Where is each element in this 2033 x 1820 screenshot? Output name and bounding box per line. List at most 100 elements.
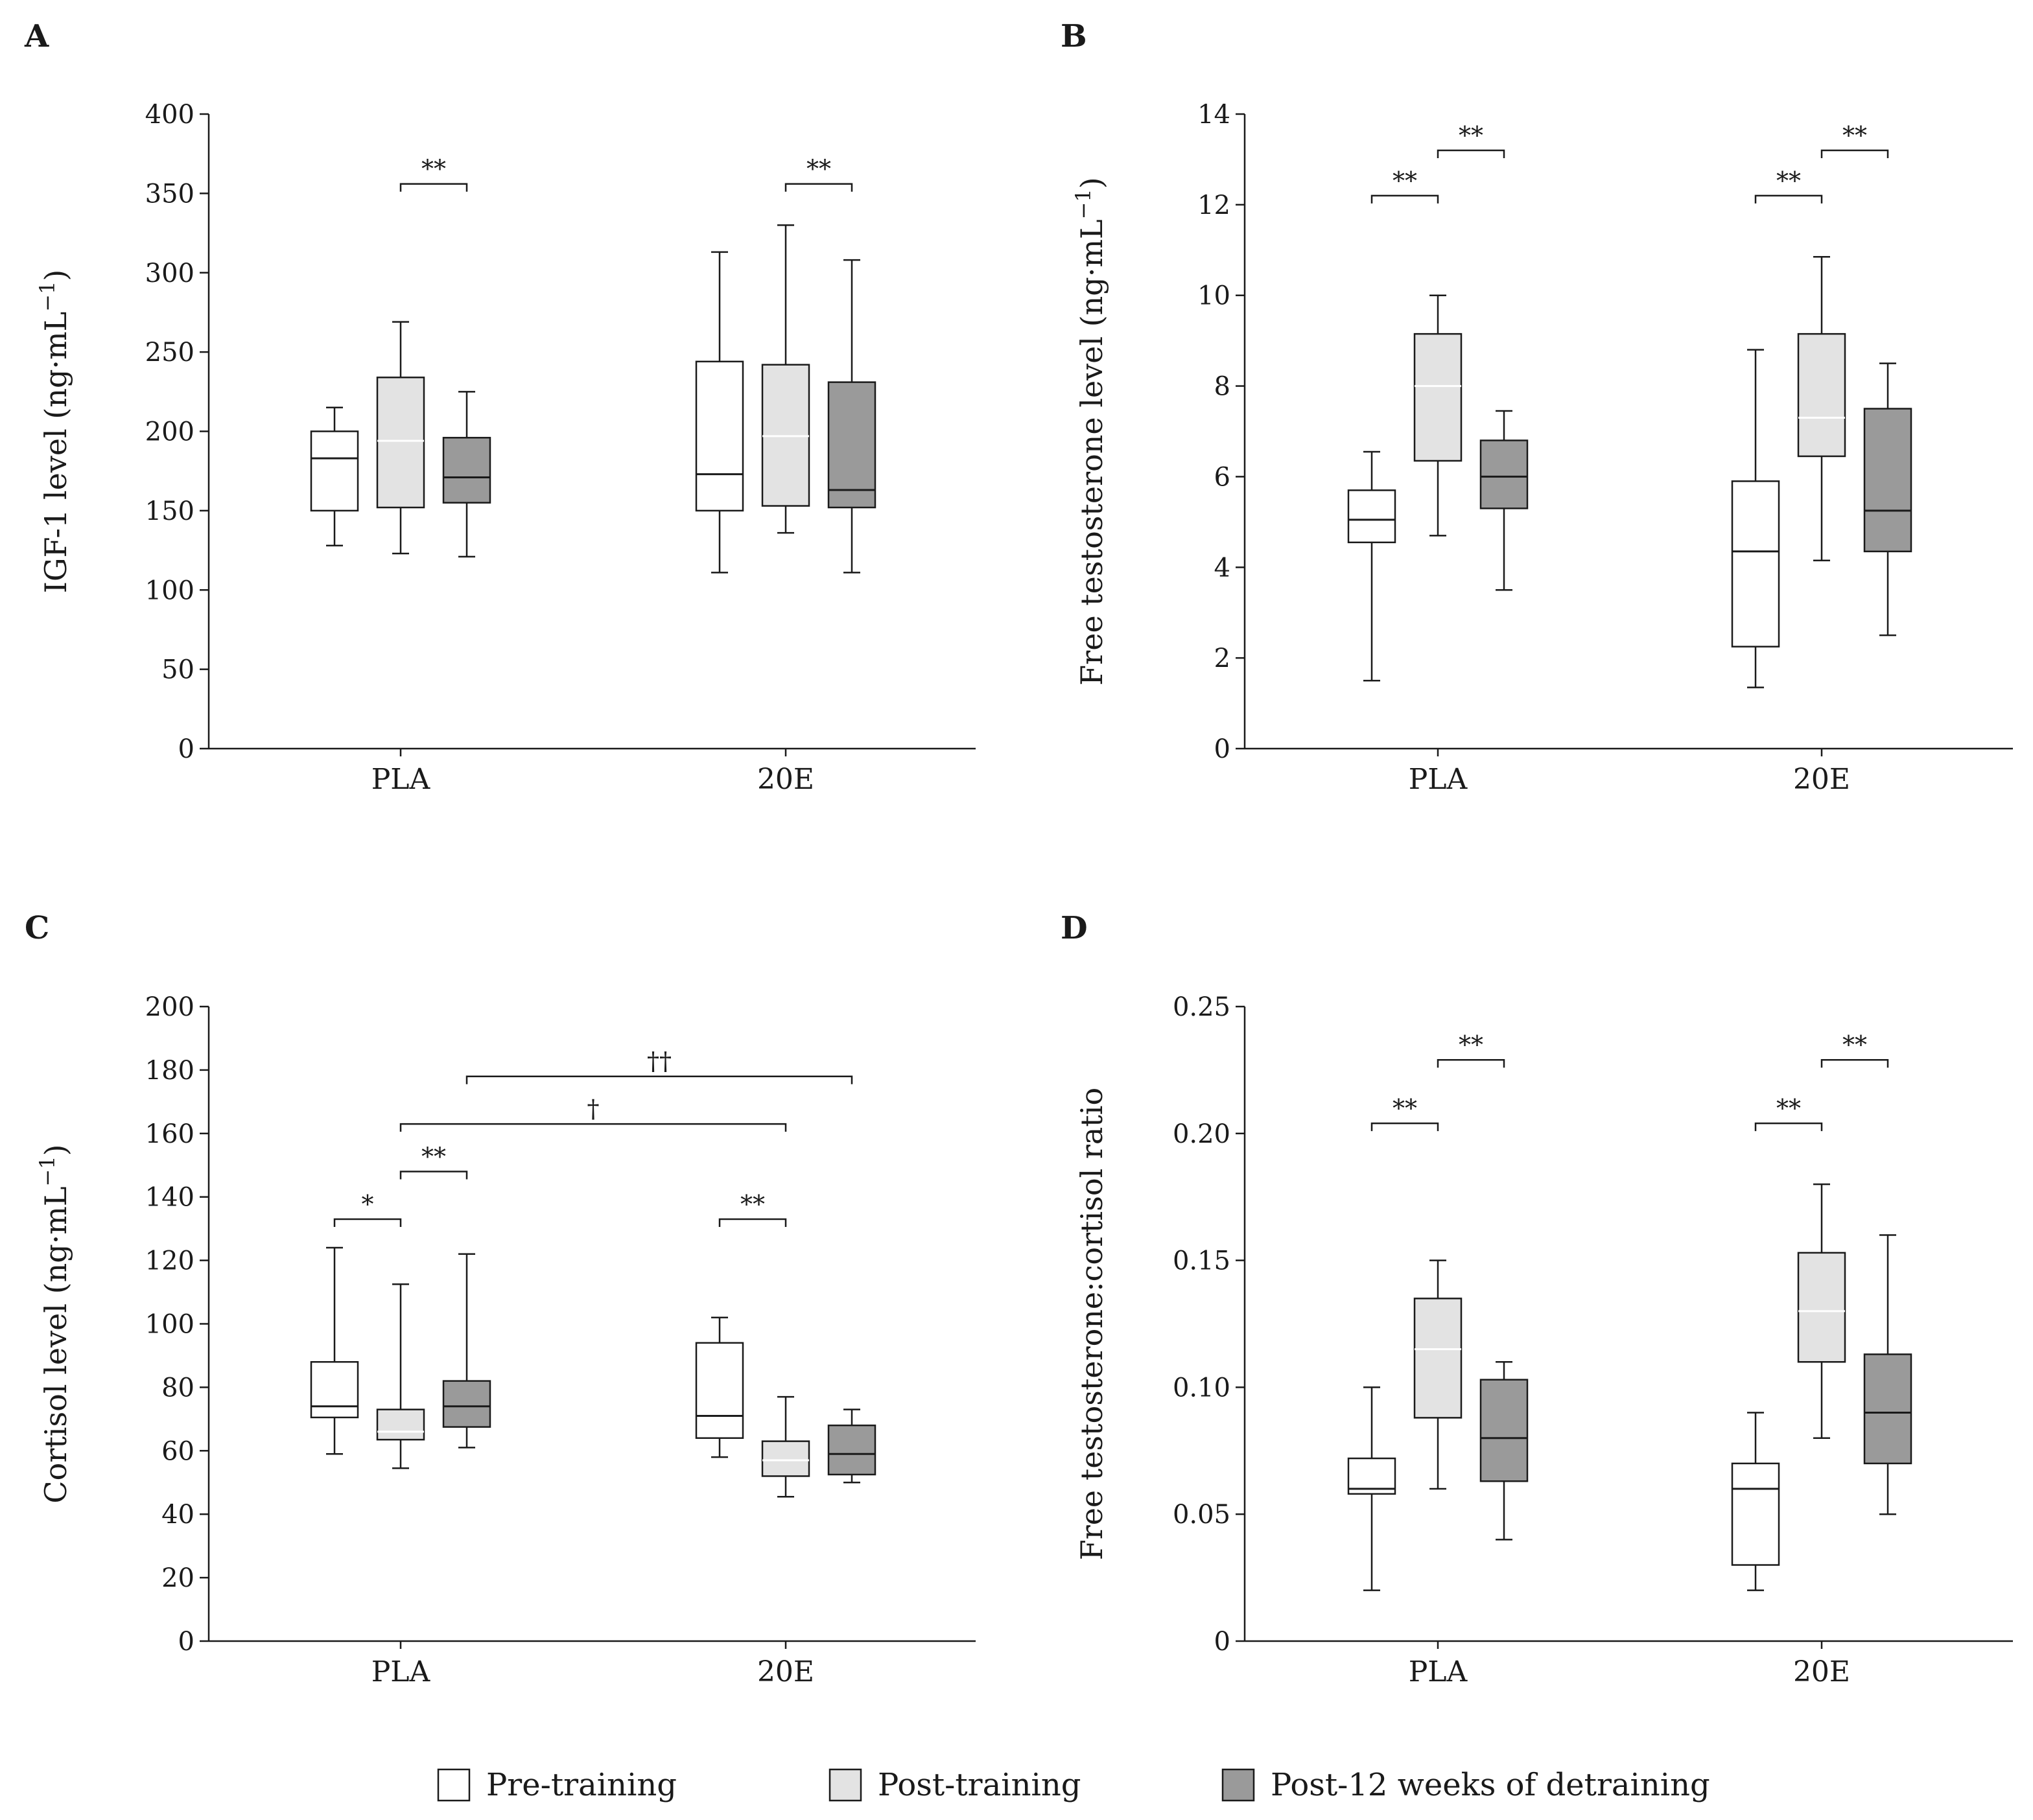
box-post-20e — [1797, 1183, 1846, 1439]
y-axis-title: Free testosterone level (ng·mL−1) — [1071, 177, 1109, 685]
panel-d: D 0 0.05 0.10 0.15 0.20 0.25 Free testosterone:… — [1061, 910, 2013, 1688]
y-tick-label: 180 — [145, 1056, 194, 1086]
box-pre-pla — [310, 406, 359, 546]
box-detrain-pla — [442, 1253, 491, 1449]
significance-label: ** — [806, 155, 831, 183]
significance-bracket: ** — [1370, 167, 1439, 204]
box-iqr — [1863, 1353, 1912, 1465]
significance-bracket: ** — [1437, 1031, 1505, 1068]
y-tick-label: 0.10 — [1173, 1373, 1230, 1403]
box-pre-pla — [1347, 1386, 1396, 1591]
legend-label: Pre-training — [486, 1767, 677, 1803]
box-post-20e — [761, 224, 810, 534]
bracket-line — [718, 1218, 787, 1227]
significance-bracket: ** — [784, 155, 853, 192]
bracket-line — [399, 183, 468, 192]
box-pre-20e — [1731, 349, 1780, 688]
box-post-pla — [1413, 1259, 1463, 1490]
x-tick-label: PLA — [371, 1655, 431, 1688]
y-tick-label: 60 — [161, 1436, 194, 1466]
significance-bracket: * — [333, 1190, 402, 1227]
significance-label: ** — [1842, 121, 1867, 150]
x-tick-label: 20E — [1793, 763, 1850, 796]
y-tick-label: 80 — [161, 1373, 194, 1403]
y-tick-label: 400 — [145, 100, 194, 130]
box-iqr — [1413, 332, 1463, 462]
panel-label: A — [24, 18, 49, 54]
box-detrain-pla — [1479, 410, 1529, 591]
panel-label: D — [1061, 910, 1088, 946]
y-tick-label: 150 — [145, 496, 194, 526]
y-tick-label: 0 — [178, 1627, 194, 1657]
significance-bracket: ** — [399, 155, 468, 192]
bracket-line — [399, 1171, 468, 1180]
y-tick-label: 350 — [145, 179, 194, 209]
y-tick-label: 10 — [1197, 281, 1230, 311]
significance-bracket: ** — [399, 1143, 468, 1180]
panel-label: B — [1061, 18, 1087, 54]
x-tick-label: 20E — [757, 1655, 814, 1688]
significance-bracket: ** — [1370, 1094, 1439, 1132]
box-iqr — [1731, 1462, 1780, 1566]
panel-label: C — [25, 910, 49, 946]
y-axis-title: IGF-1 level (ng·mL−1) — [35, 270, 73, 594]
box-iqr — [310, 1360, 359, 1419]
legend-item-pre: Pre-training — [437, 1767, 677, 1803]
y-tick-label: 200 — [145, 992, 194, 1022]
significance-label: ** — [1393, 1094, 1417, 1123]
significance-label: ** — [1776, 167, 1801, 195]
box-iqr — [1413, 1298, 1463, 1419]
box-iqr — [442, 437, 491, 504]
y-axis-title: Cortisol level (ng·mL−1) — [35, 1144, 73, 1503]
box-detrain-pla — [1479, 1360, 1529, 1541]
panel-c: C 0 20 40 60 80 100 120 140 160 180 200 Cortisol lev… — [25, 910, 976, 1688]
box-detrain-20e — [827, 1408, 876, 1484]
y-tick-label: 0 — [1214, 734, 1230, 764]
box-pre-20e — [1731, 1412, 1780, 1591]
box-iqr — [1479, 1379, 1529, 1482]
box-pre-20e — [695, 1316, 744, 1458]
significance-label: ** — [421, 1143, 446, 1171]
box-iqr — [761, 1440, 810, 1477]
box-iqr — [1731, 480, 1780, 648]
bracket-line — [1820, 149, 1889, 158]
bracket-line — [1754, 194, 1823, 204]
x-tick-label: 20E — [1793, 1655, 1850, 1688]
significance-label: ** — [740, 1190, 765, 1219]
y-tick-label: 40 — [161, 1500, 194, 1530]
box-pre-pla — [310, 1246, 359, 1455]
y-tick-label: 8 — [1214, 372, 1230, 402]
significance-bracket: †† — [465, 1047, 853, 1084]
box-detrain-20e — [827, 259, 876, 574]
box-pre-pla — [1347, 450, 1396, 682]
y-tick-label: 300 — [145, 259, 194, 288]
significance-label: ** — [1842, 1031, 1867, 1059]
y-tick-label: 250 — [145, 338, 194, 368]
box-detrain-20e — [1863, 362, 1912, 636]
box-iqr — [1863, 408, 1912, 553]
y-tick-label: 140 — [145, 1183, 194, 1213]
significance-bracket: ** — [1754, 1094, 1823, 1132]
box-detrain-20e — [1863, 1234, 1912, 1515]
box-post-pla — [376, 321, 425, 555]
y-tick-label: 50 — [161, 655, 194, 685]
box-iqr — [1797, 1252, 1846, 1363]
y-tick-label: 200 — [145, 417, 194, 447]
significance-label: * — [362, 1190, 374, 1219]
x-tick-label: PLA — [1409, 1655, 1468, 1688]
x-tick-label: PLA — [1409, 763, 1468, 796]
significance-label: † — [587, 1095, 600, 1123]
box-iqr — [1347, 489, 1396, 544]
bracket-line — [333, 1218, 402, 1227]
box-post-pla — [376, 1283, 425, 1469]
y-tick-label: 20 — [161, 1563, 194, 1593]
y-tick-label: 0.25 — [1173, 992, 1230, 1022]
significance-bracket: ** — [1437, 121, 1505, 158]
y-tick-label: 4 — [1214, 553, 1230, 583]
y-tick-label: 12 — [1197, 191, 1230, 220]
box-iqr — [376, 377, 425, 509]
y-tick-label: 0 — [1214, 1627, 1230, 1657]
significance-bracket: ** — [1820, 121, 1889, 158]
bracket-line — [399, 1123, 787, 1132]
box-iqr — [442, 1380, 491, 1428]
